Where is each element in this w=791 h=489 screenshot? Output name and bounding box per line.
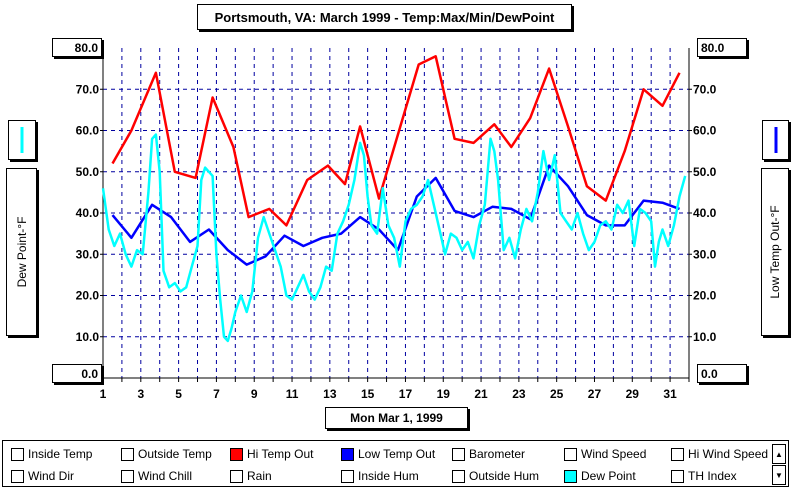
series-legend: Inside Temp Outside Temp Hi Temp Out Low Te… — [2, 440, 789, 487]
left-y-tick-label: 70.0 — [76, 82, 100, 96]
x-tick-label: 19 — [437, 387, 451, 401]
legend-item[interactable]: Rain — [230, 467, 272, 485]
legend-item[interactable]: TH Index — [671, 467, 737, 485]
legend-label: Hi Wind Speed — [688, 447, 769, 461]
right-axis-min-box[interactable]: 0.0 — [697, 364, 747, 383]
right-axis-max-box[interactable]: 80.0 — [697, 38, 747, 57]
right-y-tick-label: 60.0 — [693, 124, 717, 138]
legend-checkbox[interactable] — [564, 469, 577, 483]
legend-scroll-up[interactable]: ▲ — [772, 444, 786, 464]
legend-item[interactable]: Wind Speed — [564, 445, 646, 463]
legend-label: Low Temp Out — [358, 447, 436, 461]
legend-label: Inside Temp — [28, 447, 93, 461]
left-axis-label-box: Dew Point-°F — [6, 168, 37, 336]
right-axis-label-box: Low Temp Out-°F — [761, 168, 789, 336]
legend-item[interactable]: Low Temp Out — [341, 445, 435, 463]
legend-label: Wind Dir — [28, 469, 75, 483]
x-tick-label: 1 — [100, 387, 107, 401]
right-y-tick-label: 20.0 — [693, 289, 717, 303]
x-tick-label: 7 — [213, 387, 220, 401]
right-swatch-bar — [774, 127, 777, 153]
right-y-tick-label: 10.0 — [693, 330, 717, 344]
legend-label: Inside Hum — [358, 469, 419, 483]
left-axis-max-box[interactable]: 80.0 — [52, 38, 102, 57]
x-tick-label: 3 — [137, 387, 144, 401]
legend-label: Barometer — [469, 447, 526, 461]
left-y-tick-label: 60.0 — [76, 124, 100, 138]
x-tick-label: 27 — [588, 387, 602, 401]
legend-item[interactable]: Hi Wind Speed — [671, 445, 768, 463]
right-axis-series-swatch[interactable] — [762, 120, 789, 160]
x-tick-label: 31 — [663, 387, 677, 401]
x-tick-label: 9 — [251, 387, 258, 401]
legend-checkbox[interactable] — [121, 469, 134, 483]
legend-item[interactable]: Inside Temp — [11, 445, 92, 463]
legend-checkbox[interactable] — [341, 469, 354, 483]
legend-label: Outside Hum — [469, 469, 540, 483]
legend-label: Dew Point — [581, 469, 636, 483]
left-y-tick-label: 50.0 — [76, 165, 100, 179]
legend-checkbox[interactable] — [452, 447, 465, 461]
legend-item[interactable]: Wind Chill — [121, 467, 192, 485]
dew-point-line — [101, 133, 687, 343]
legend-item[interactable]: Barometer — [452, 445, 525, 463]
chart-title: Portsmouth, VA: March 1999 - Temp:Max/Mi… — [197, 4, 572, 30]
legend-checkbox[interactable] — [230, 447, 243, 461]
legend-label: Wind Speed — [581, 447, 647, 461]
legend-checkbox[interactable] — [671, 469, 684, 483]
legend-item[interactable]: Outside Hum — [452, 467, 539, 485]
legend-item[interactable]: Outside Temp — [121, 445, 212, 463]
x-tick-label: 13 — [323, 387, 337, 401]
legend-label: TH Index — [688, 469, 737, 483]
chart-grid — [103, 48, 689, 378]
legend-checkbox[interactable] — [230, 469, 243, 483]
date-readout: Mon Mar 1, 1999 — [325, 407, 468, 429]
left-axis-min-box[interactable]: 0.0 — [52, 364, 102, 383]
series-lines — [101, 55, 687, 343]
legend-checkbox[interactable] — [11, 469, 24, 483]
x-tick-label: 15 — [361, 387, 375, 401]
legend-label: Rain — [247, 469, 272, 483]
x-tick-label: 23 — [512, 387, 526, 401]
legend-checkbox[interactable] — [121, 447, 134, 461]
legend-scroll-down[interactable]: ▼ — [772, 465, 786, 485]
x-tick-label: 21 — [474, 387, 488, 401]
x-tick-label: 29 — [626, 387, 640, 401]
chart-plot: 10.0 10.0 20.0 20.0 30.0 30.0 40.0 40.0 50.0 50.0… — [76, 48, 717, 401]
right-y-tick-label: 30.0 — [693, 247, 717, 261]
legend-checkbox[interactable] — [11, 447, 24, 461]
x-tick-label: 5 — [175, 387, 182, 401]
right-y-tick-label: 70.0 — [693, 82, 717, 96]
legend-checkbox[interactable] — [452, 469, 465, 483]
legend-item[interactable]: Wind Dir — [11, 467, 74, 485]
low-temp-out-line — [111, 164, 680, 266]
legend-item[interactable]: Hi Temp Out — [230, 445, 313, 463]
axis-ticks: 10.0 10.0 20.0 20.0 30.0 30.0 40.0 40.0 50.0 50.0… — [76, 82, 717, 401]
x-tick-label: 25 — [550, 387, 564, 401]
hi-temp-out-line — [111, 55, 681, 227]
left-y-tick-label: 30.0 — [76, 247, 100, 261]
x-tick-label: 17 — [399, 387, 413, 401]
legend-item[interactable]: Dew Point — [564, 467, 636, 485]
x-tick-label: 11 — [286, 387, 299, 401]
left-swatch-bar — [20, 127, 24, 153]
legend-item[interactable]: Inside Hum — [341, 467, 419, 485]
left-y-tick-label: 20.0 — [76, 289, 100, 303]
left-axis-series-swatch[interactable] — [8, 120, 36, 160]
right-y-tick-label: 40.0 — [693, 206, 717, 220]
left-y-tick-label: 10.0 — [76, 330, 100, 344]
left-y-tick-label: 40.0 — [76, 206, 100, 220]
legend-checkbox[interactable] — [564, 447, 577, 461]
legend-checkbox[interactable] — [341, 447, 354, 461]
legend-label: Outside Temp — [138, 447, 212, 461]
right-y-tick-label: 50.0 — [693, 165, 717, 179]
legend-label: Wind Chill — [138, 469, 193, 483]
legend-checkbox[interactable] — [671, 447, 684, 461]
legend-label: Hi Temp Out — [247, 447, 314, 461]
